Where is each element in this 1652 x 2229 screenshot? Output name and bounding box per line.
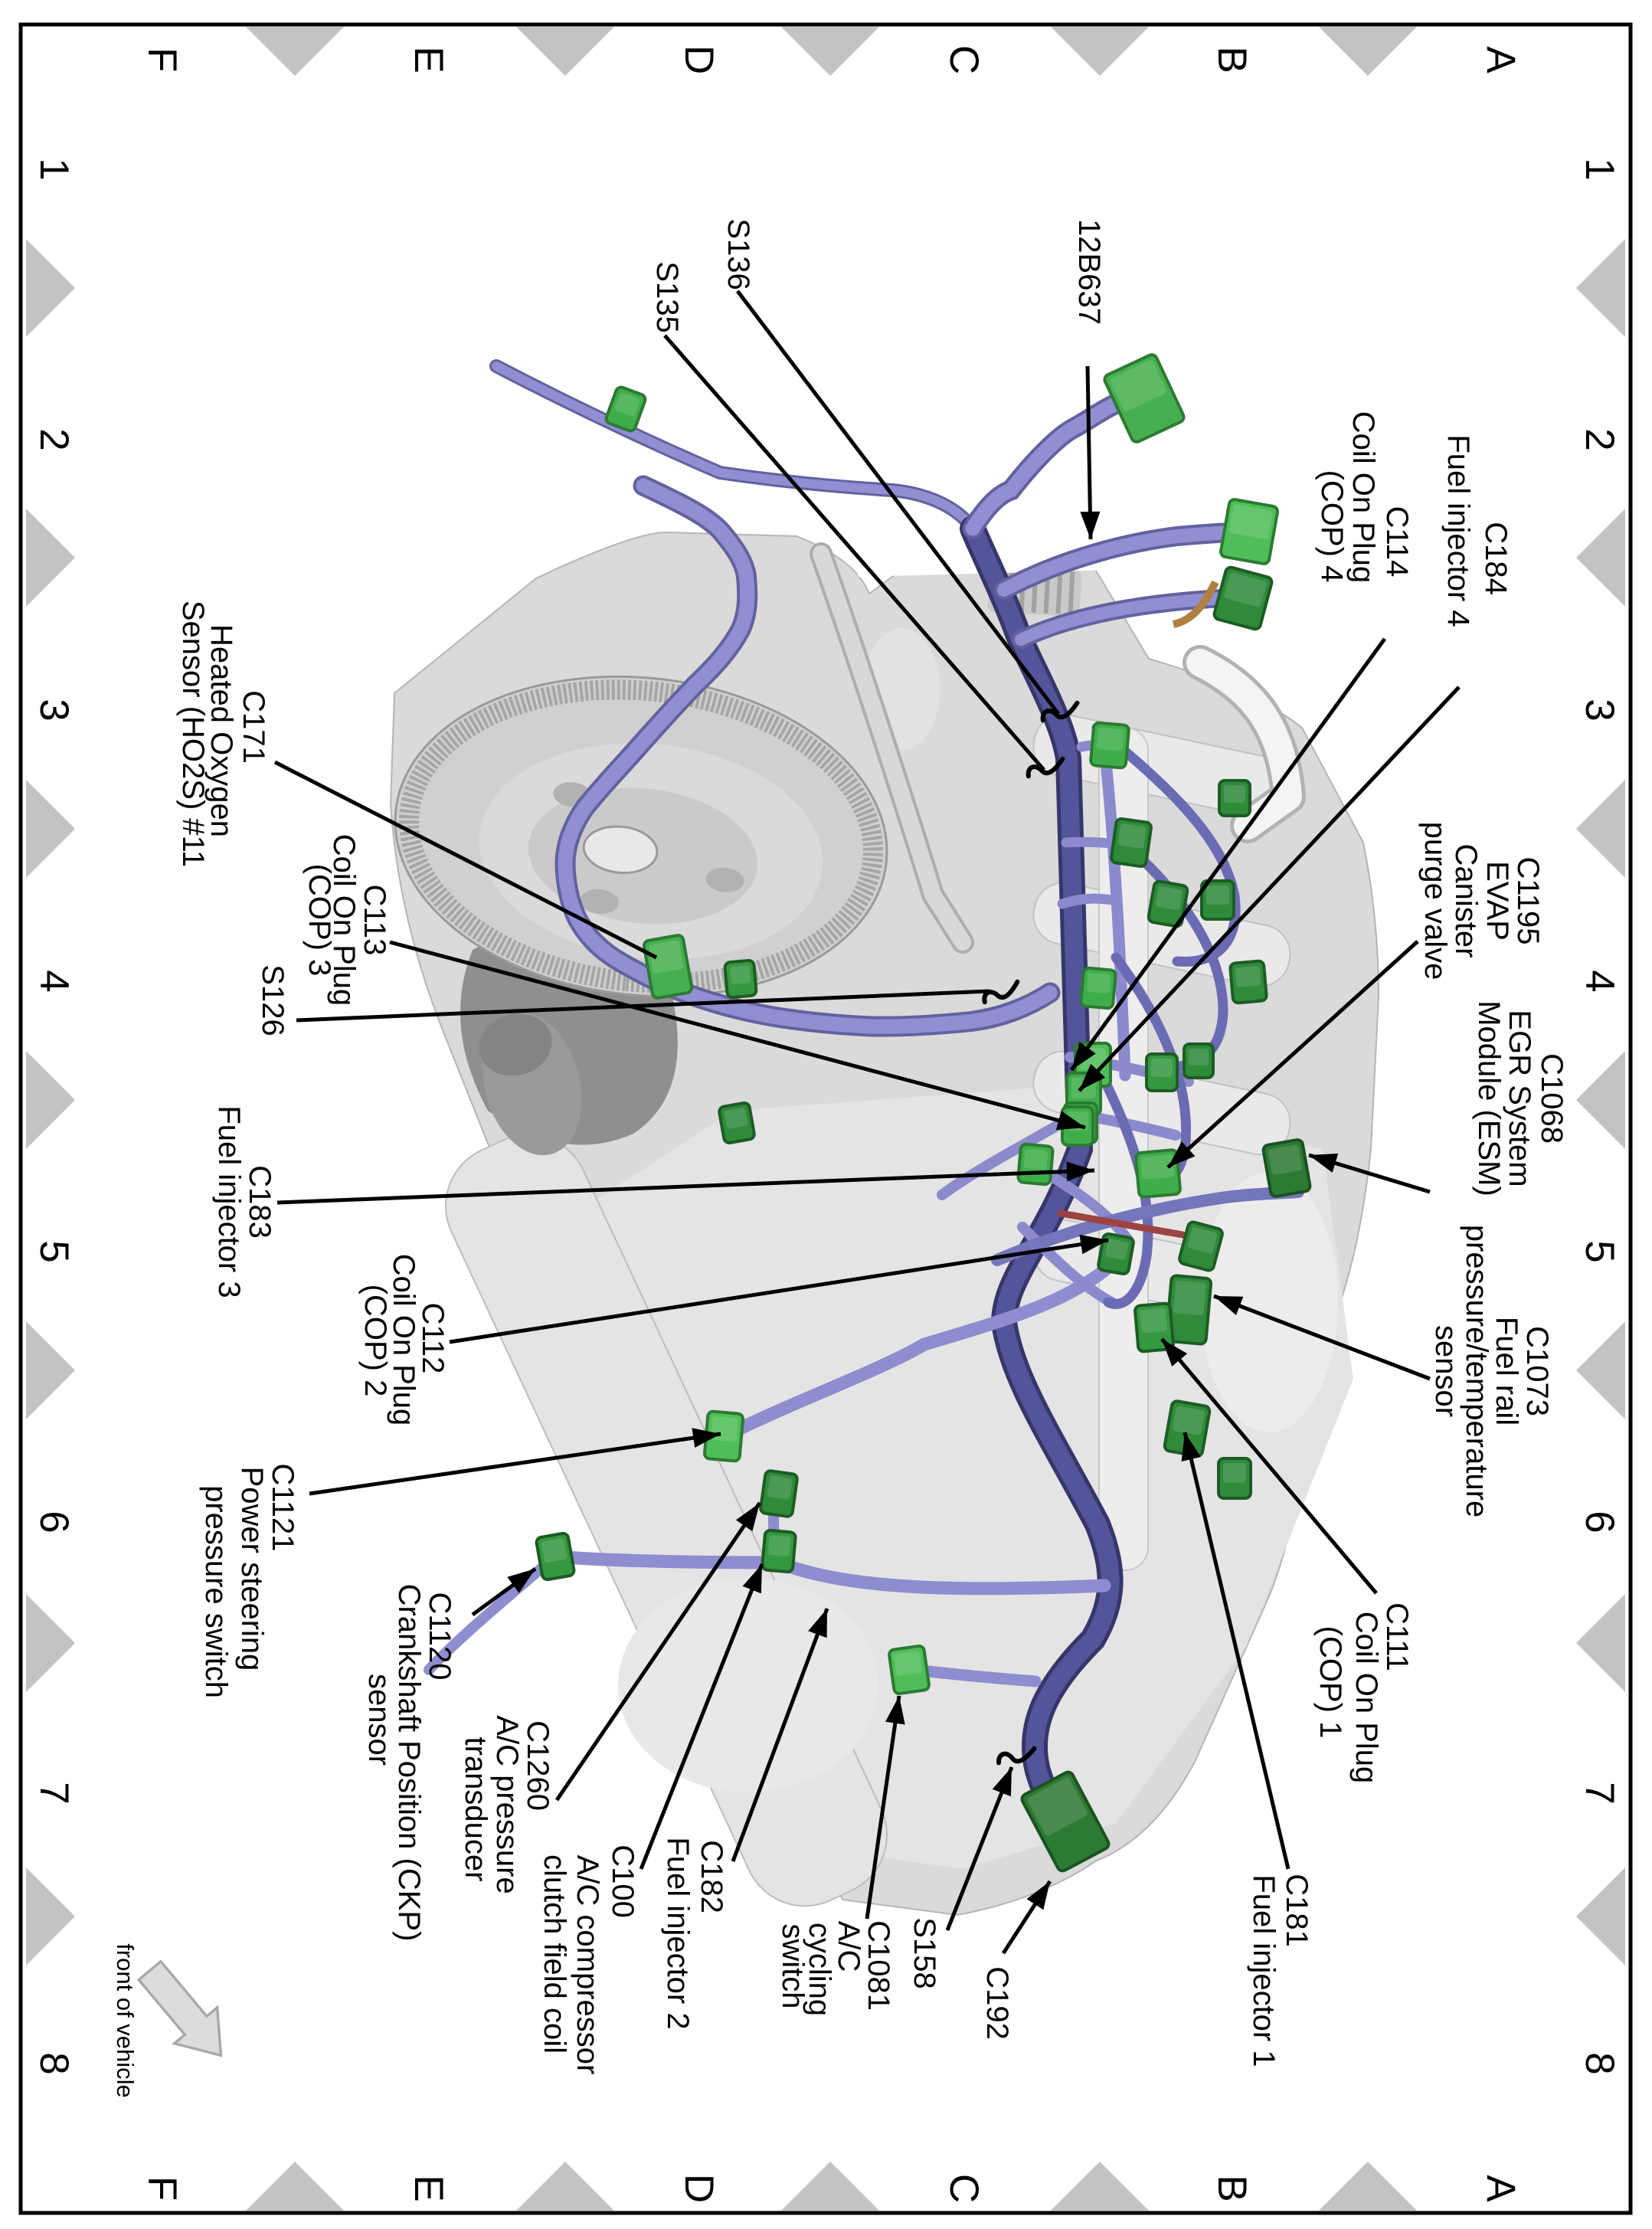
svg-text:A: A [1478, 46, 1523, 74]
svg-text:cycling: cycling [803, 1923, 836, 2016]
svg-text:C: C [941, 45, 986, 74]
svg-text:C100: C100 [606, 1844, 640, 1918]
svg-text:5: 5 [31, 1240, 77, 1262]
svg-text:C182: C182 [695, 1840, 728, 1913]
svg-text:EVAP: EVAP [1480, 861, 1514, 941]
svg-text:7: 7 [31, 1782, 77, 1804]
svg-text:transducer: transducer [459, 1737, 492, 1882]
svg-text:A: A [1478, 2175, 1523, 2202]
svg-text:switch: switch [776, 1923, 810, 2008]
svg-text:1: 1 [31, 158, 77, 180]
svg-text:front of vehicle: front of vehicle [112, 1943, 139, 2098]
svg-text:B: B [1209, 46, 1255, 73]
svg-text:3: 3 [31, 699, 77, 721]
svg-text:3: 3 [1577, 699, 1622, 721]
svg-text:7: 7 [1577, 1782, 1622, 1804]
svg-text:Fuel injector 2: Fuel injector 2 [661, 1837, 695, 2029]
svg-text:C1121: C1121 [266, 1464, 299, 1552]
svg-text:2: 2 [1577, 428, 1622, 450]
svg-text:C1081: C1081 [862, 1920, 895, 2011]
svg-text:Fuel injector 1: Fuel injector 1 [1247, 1874, 1281, 2067]
svg-text:C1068: C1068 [1535, 1053, 1569, 1144]
svg-text:C192: C192 [980, 1966, 1014, 2040]
svg-text:8: 8 [31, 2052, 77, 2074]
svg-text:C: C [941, 2174, 986, 2203]
svg-text:A/C compressor: A/C compressor [571, 1855, 604, 2075]
svg-text:C183: C183 [243, 1165, 276, 1239]
svg-text:D: D [676, 45, 721, 74]
svg-text:purge valve: purge valve [1418, 822, 1452, 980]
svg-text:(COP) 3: (COP) 3 [303, 864, 336, 977]
svg-text:E: E [406, 2175, 451, 2201]
svg-text:Coil On Plug: Coil On Plug [387, 1254, 420, 1426]
svg-text:F: F [139, 47, 185, 72]
svg-text:Fuel injector 4: Fuel injector 4 [1441, 434, 1475, 627]
svg-text:Coil On Plug: Coil On Plug [327, 834, 361, 1006]
svg-text:Crankshaft Position (CKP): Crankshaft Position (CKP) [392, 1584, 426, 1942]
svg-text:(COP) 2: (COP) 2 [358, 1285, 392, 1397]
svg-text:6: 6 [31, 1511, 77, 1533]
svg-text:C114: C114 [1380, 506, 1414, 578]
svg-text:Module (ESM): Module (ESM) [1472, 1000, 1506, 1196]
svg-text:sensor: sensor [362, 1674, 396, 1766]
svg-text:1: 1 [1577, 158, 1622, 180]
svg-text:E: E [406, 46, 451, 73]
svg-text:Fuel injector 3: Fuel injector 3 [212, 1105, 246, 1298]
svg-text:C171: C171 [237, 690, 270, 764]
svg-text:clutch field coil: clutch field coil [538, 1854, 571, 2054]
svg-text:Fuel rail: Fuel rail [1490, 1317, 1523, 1425]
svg-text:C184: C184 [1479, 522, 1513, 595]
svg-text:S135: S135 [650, 261, 684, 332]
svg-text:S136: S136 [721, 218, 755, 290]
svg-text:C1120: C1120 [423, 1592, 456, 1681]
svg-text:5: 5 [1577, 1240, 1622, 1262]
svg-text:4: 4 [1577, 970, 1622, 992]
svg-text:12B637: 12B637 [1072, 219, 1106, 325]
svg-text:C113: C113 [358, 885, 391, 956]
svg-text:Heated Oxygen: Heated Oxygen [204, 624, 238, 837]
svg-text:Power steering: Power steering [235, 1467, 269, 1671]
svg-text:Coil On Plug: Coil On Plug [1349, 1612, 1383, 1784]
svg-text:C1073: C1073 [1520, 1326, 1554, 1416]
svg-text:(COP) 1: (COP) 1 [1313, 1626, 1347, 1739]
svg-text:2: 2 [31, 428, 77, 450]
svg-text:S126: S126 [256, 964, 290, 1036]
svg-text:D: D [676, 2174, 721, 2203]
svg-text:pressure/temperature: pressure/temperature [1460, 1225, 1493, 1517]
svg-text:4: 4 [31, 970, 77, 992]
svg-text:A/C pressure: A/C pressure [490, 1715, 524, 1894]
svg-text:C1195: C1195 [1511, 857, 1545, 945]
svg-text:A/C: A/C [832, 1921, 865, 1972]
svg-text:6: 6 [1577, 1511, 1622, 1533]
svg-text:C112: C112 [416, 1303, 450, 1374]
svg-text:C181: C181 [1280, 1874, 1313, 1947]
svg-text:EGR System: EGR System [1503, 1010, 1536, 1187]
svg-text:(COP) 4: (COP) 4 [1315, 470, 1349, 583]
svg-text:B: B [1209, 2175, 1255, 2201]
svg-text:Canister: Canister [1449, 844, 1483, 958]
svg-text:pressure switch: pressure switch [199, 1485, 233, 1698]
svg-text:8: 8 [1577, 2052, 1622, 2074]
svg-text:S158: S158 [908, 1917, 941, 1988]
svg-text:C1260: C1260 [521, 1720, 554, 1811]
svg-text:Coil On Plug: Coil On Plug [1346, 411, 1380, 584]
svg-text:sensor: sensor [1429, 1325, 1463, 1417]
svg-text:C111: C111 [1380, 1602, 1414, 1671]
svg-text:F: F [139, 2176, 185, 2201]
svg-text:Sensor (HO2S) #11: Sensor (HO2S) #11 [176, 601, 210, 867]
